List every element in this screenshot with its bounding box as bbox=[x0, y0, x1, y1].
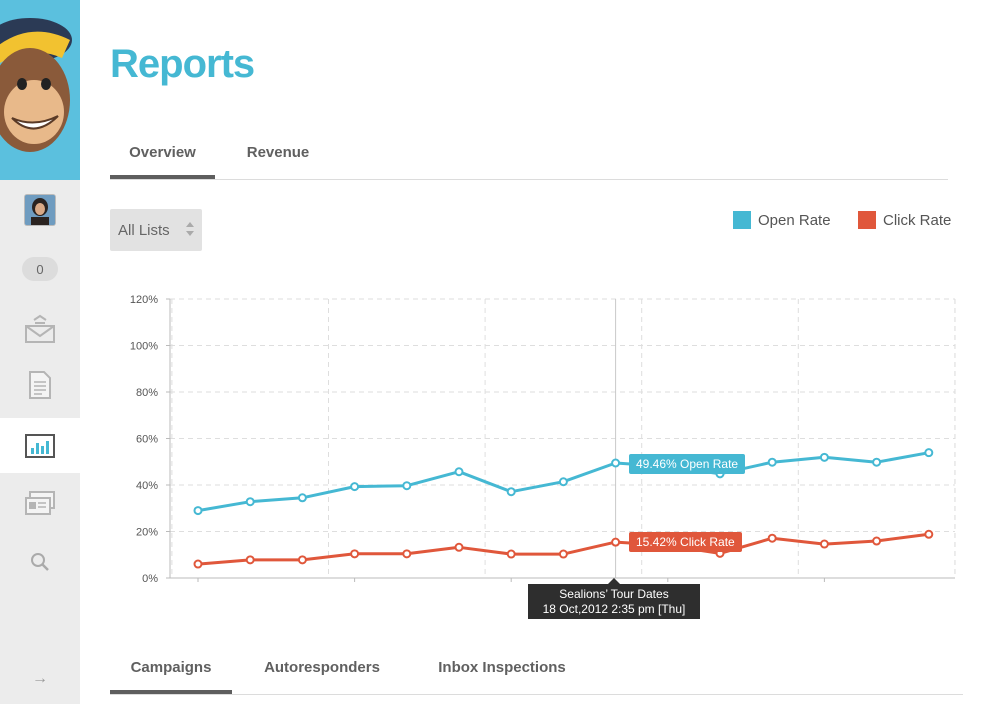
point-open-rate bbox=[245, 497, 255, 507]
tooltip-title: Sealions’ Tour Dates bbox=[559, 587, 669, 601]
sidebar-item-templates[interactable] bbox=[0, 362, 80, 408]
y-tick-label: 20% bbox=[136, 527, 158, 539]
point-click-rate bbox=[402, 549, 412, 559]
point-click-rate bbox=[558, 549, 568, 559]
rates-line-chart: 0% 20% 40% 60% 80% 100% 120% bbox=[130, 294, 956, 585]
tab-revenue[interactable]: Revenue bbox=[246, 144, 310, 161]
chart-tooltip: Sealions’ Tour Dates 18 Oct,2012 2:35 pm… bbox=[528, 578, 700, 619]
point-open-rate bbox=[611, 458, 621, 468]
point-open-rate bbox=[872, 457, 882, 467]
y-tick-label: 40% bbox=[136, 480, 158, 492]
tab-autoresponders[interactable]: Autoresponders bbox=[264, 659, 380, 676]
point-open-rate bbox=[558, 477, 568, 487]
point-click-rate bbox=[872, 536, 882, 546]
point-open-rate bbox=[350, 482, 360, 492]
point-click-rate bbox=[611, 537, 621, 547]
bar-chart-icon bbox=[25, 433, 55, 458]
sidebar-item-forms[interactable] bbox=[0, 478, 80, 528]
point-open-rate bbox=[297, 493, 307, 503]
point-click-rate bbox=[297, 555, 307, 565]
tab-campaigns[interactable]: Campaigns bbox=[110, 654, 232, 694]
sidebar-item-reports[interactable] bbox=[0, 418, 80, 473]
callout-click-rate: 15.42% Click Rate bbox=[629, 532, 742, 552]
point-open-rate bbox=[454, 467, 464, 477]
avatar bbox=[25, 195, 55, 225]
user-avatar-button[interactable] bbox=[0, 190, 80, 230]
freddie-logo[interactable] bbox=[0, 0, 80, 180]
search-icon bbox=[31, 553, 49, 571]
arrow-right-icon: → bbox=[32, 670, 48, 687]
list-select[interactable]: All Lists bbox=[110, 209, 202, 251]
tab-overview[interactable]: Overview bbox=[110, 138, 215, 179]
y-tick-label: 100% bbox=[130, 341, 158, 353]
notification-count: 0 bbox=[22, 257, 58, 281]
y-tick-label: 120% bbox=[130, 294, 158, 306]
callout-open-rate: 49.46% Open Rate bbox=[629, 454, 746, 474]
point-open-rate bbox=[767, 457, 777, 467]
point-open-rate bbox=[193, 506, 203, 516]
sidebar-item-campaigns[interactable] bbox=[0, 306, 80, 352]
point-click-rate bbox=[245, 555, 255, 565]
point-click-rate bbox=[506, 549, 516, 559]
point-click-rate bbox=[454, 542, 464, 552]
mail-stack-icon bbox=[25, 314, 55, 343]
point-click-rate bbox=[819, 539, 829, 549]
sidebar: 0 bbox=[0, 0, 80, 704]
y-tick-label: 80% bbox=[136, 387, 158, 399]
point-open-rate bbox=[402, 481, 412, 491]
list-select-value: All Lists bbox=[118, 221, 170, 239]
page-title: Reports bbox=[110, 42, 255, 86]
sidebar-item-search[interactable] bbox=[0, 540, 80, 584]
legend-swatch-click bbox=[858, 211, 876, 229]
point-click-rate bbox=[924, 529, 934, 539]
series-line-click-rate bbox=[197, 532, 929, 566]
tab-inbox-inspections[interactable]: Inbox Inspections bbox=[438, 659, 566, 676]
report-tabs: Overview Revenue bbox=[110, 138, 948, 180]
legend-click-rate: Click Rate bbox=[858, 209, 951, 231]
y-tick-label: 0% bbox=[142, 573, 158, 585]
point-click-rate bbox=[350, 549, 360, 559]
select-arrows-icon bbox=[186, 222, 194, 236]
tooltip-date: 18 Oct,2012 2:35 pm [Thu] bbox=[542, 602, 686, 616]
document-icon bbox=[29, 371, 51, 399]
sidebar-expand-button[interactable]: → bbox=[0, 664, 80, 694]
content-tabs: Campaigns Autoresponders Inbox Inspectio… bbox=[110, 654, 963, 695]
id-cards-icon bbox=[25, 491, 55, 515]
point-open-rate bbox=[506, 487, 516, 497]
point-open-rate bbox=[819, 452, 829, 462]
point-click-rate bbox=[767, 533, 777, 543]
legend-open-rate: Open Rate bbox=[733, 209, 831, 231]
notification-count-button[interactable]: 0 bbox=[0, 254, 80, 284]
point-open-rate bbox=[924, 448, 934, 458]
y-tick-label: 60% bbox=[136, 434, 158, 446]
point-click-rate bbox=[193, 559, 203, 569]
legend-swatch-open bbox=[733, 211, 751, 229]
